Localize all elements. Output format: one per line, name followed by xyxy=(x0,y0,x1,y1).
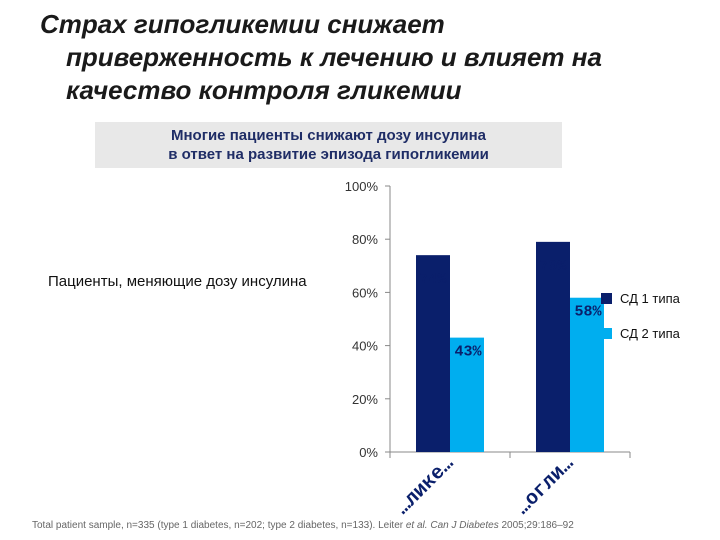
subtitle-line-2: в ответ на развитие эпизода гипогликемии xyxy=(168,146,489,163)
bar xyxy=(536,241,570,452)
title-line-3: качество контроля гликемии xyxy=(66,75,462,105)
data-label: 79% xyxy=(539,258,567,275)
footnote-citation: 2005;29:186–92 xyxy=(501,520,574,531)
y-tick-label: 80% xyxy=(352,232,378,247)
subtitle-box: Многие пациенты снижают дозу инсулина в … xyxy=(95,122,562,168)
data-label: 43% xyxy=(454,344,482,361)
bar xyxy=(416,255,450,452)
bar xyxy=(570,297,604,452)
y-tick-label: 40% xyxy=(352,339,378,354)
data-label: 74% xyxy=(419,271,447,288)
legend-swatch xyxy=(601,293,612,304)
x-tick-label: …огли… xyxy=(512,453,579,520)
footnote-etal: et al. xyxy=(405,520,428,531)
y-axis-title: Пациенты, меняющие дозу инсулина xyxy=(48,273,307,290)
footnote: Total patient sample, n=335 (type 1 diab… xyxy=(32,520,574,531)
y-tick-label: 0% xyxy=(359,445,378,460)
bar xyxy=(450,337,484,452)
legend-label: СД 1 типа xyxy=(620,291,681,306)
title-line-1: Страх гипогликемии снижает xyxy=(40,9,445,39)
legend-label: СД 2 типа xyxy=(620,326,681,341)
title-line-2: приверженность к лечению и влияет на xyxy=(66,42,602,72)
slide-title: Страх гипогликемии снижает приверженност… xyxy=(40,8,700,107)
subtitle-line-1: Многие пациенты снижают дозу инсулина xyxy=(171,127,486,144)
y-tick-label: 20% xyxy=(352,392,378,407)
y-tick-label: 100% xyxy=(345,179,379,194)
legend-swatch xyxy=(601,328,612,339)
x-tick-label: …лике… xyxy=(392,453,459,520)
data-label: 58% xyxy=(574,304,602,321)
footnote-journal: Can J Diabetes xyxy=(427,520,502,531)
footnote-text: Total patient sample, n=335 (type 1 diab… xyxy=(32,520,406,531)
y-tick-label: 60% xyxy=(352,285,378,300)
